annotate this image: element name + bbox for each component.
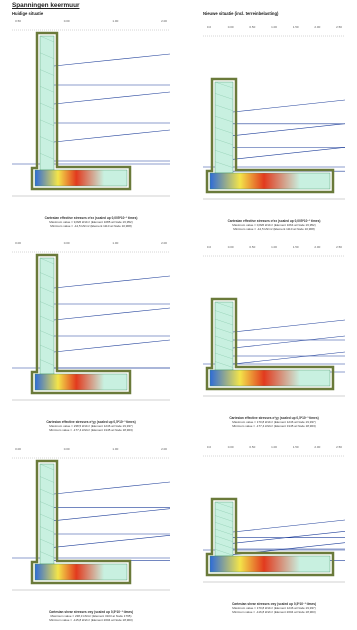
axis-tick-label: 1.50 bbox=[292, 445, 299, 449]
plot-caption: Cartesian effective stresses σ'yy (scale… bbox=[203, 416, 345, 428]
plot-caption: Cartesian effective stresses σ'xx (scale… bbox=[203, 219, 345, 231]
right-column-heading: Nieuwe situatie (incl. terreinbelasting) bbox=[203, 11, 279, 16]
axis-ticks: 0.0 0.00 0.50 1.00 1.50 2.00 2.50 bbox=[203, 445, 345, 452]
axis-ticks: 0.00 0.00 1.00 2.00 bbox=[12, 447, 170, 454]
axis-tick-label: 0.00 bbox=[15, 447, 21, 451]
stress-plot bbox=[203, 455, 345, 583]
plot-caption: Cartesian effective stresses σ'xx (scale… bbox=[12, 216, 170, 228]
caption-max: Maximum value = 238,3 kN/m² (Element 310… bbox=[50, 614, 132, 618]
axis-tick-label: 2.00 bbox=[161, 241, 167, 245]
stress-plot bbox=[12, 251, 170, 401]
caption-max: Maximum value = 170,8 kN/m² (Element 124… bbox=[232, 420, 316, 424]
axis-tick-label: 2.50 bbox=[336, 445, 342, 449]
axis-tick-label: 0.00 bbox=[227, 25, 234, 29]
stress-plot bbox=[12, 457, 170, 591]
axis-tick-label: 1.00 bbox=[112, 19, 119, 23]
axis-ticks: 0.0 0.00 0.50 1.00 1.50 2.00 2.50 bbox=[203, 25, 345, 32]
caption-title: Cartesian shear stresses σxy (scaled up … bbox=[48, 610, 134, 614]
plot-caption: Cartesian shear stresses σxy (scaled up … bbox=[12, 610, 170, 622]
stress-plot bbox=[12, 29, 170, 197]
caption-max: Maximum value = 238,5 kN/m² (Element 124… bbox=[49, 424, 133, 428]
stress-plot bbox=[203, 255, 345, 397]
caption-title: Cartesian shear stresses σxy (scaled up … bbox=[231, 602, 317, 606]
axis-tick-label: 0.50 bbox=[249, 245, 256, 249]
caption-min: Minimum value = -177,4 kN/m² (Element 31… bbox=[232, 424, 316, 428]
axis-tick-label: 0.00 bbox=[227, 445, 234, 449]
axis-tick-label: 1.50 bbox=[292, 25, 299, 29]
axis-tick-label: 1.00 bbox=[271, 25, 277, 29]
plot-caption: Cartesian effective stresses σ'yy (scale… bbox=[12, 420, 170, 432]
axis-tick-label: 0.50 bbox=[249, 25, 256, 29]
axis-tick-label: 2.00 bbox=[161, 447, 167, 451]
axis-tick-label: 0.0 bbox=[206, 25, 212, 29]
caption-min: Minimum value = -116,8 kN/m² (Element 20… bbox=[232, 610, 316, 614]
axis-ticks: 0.00 0.00 1.00 2.00 bbox=[12, 241, 170, 248]
caption-max: Maximum value = 9,826 kN/m² (Element 108… bbox=[49, 220, 133, 224]
axis-tick-label: 1.00 bbox=[271, 445, 277, 449]
caption-title: Cartesian effective stresses σ'xx (scale… bbox=[227, 219, 321, 223]
stress-plot-panel: 0.0 0.00 0.50 1.00 1.50 2.00 2.50 Cartesian ef… bbox=[203, 244, 345, 434]
axis-tick-label: 0.00 bbox=[15, 241, 21, 245]
stress-plot-panel: 0.00 0.00 1.00 2.00 Cartesian effective str… bbox=[12, 240, 170, 436]
axis-tick-label: 1.00 bbox=[112, 447, 119, 451]
caption-title: Cartesian effective stresses σ'yy (scale… bbox=[229, 416, 319, 420]
caption-min: Minimum value = -115,8 kN/m² (Element 20… bbox=[49, 618, 133, 622]
axis-tick-label: 0.0 bbox=[206, 445, 212, 449]
caption-min: Minimum value = -177,4 kN/m² (Element 31… bbox=[49, 428, 133, 432]
left-column-heading: Huidige situatie bbox=[12, 11, 44, 16]
stress-plot-panel: 0.0 0.00 0.50 1.00 1.50 2.00 2.50 Cartesian ef… bbox=[203, 24, 345, 237]
caption-max: Maximum value = 0,826 kN/m² (Element 106… bbox=[232, 223, 316, 227]
axis-tick-label: 2.50 bbox=[336, 245, 342, 249]
axis-tick-label: 0.50 bbox=[249, 445, 256, 449]
caption-max: Maximum value = 170,8 kN/m² (Element 124… bbox=[232, 606, 316, 610]
axis-tick-label: 2.50 bbox=[336, 25, 342, 29]
axis-tick-label: 2.00 bbox=[314, 245, 321, 249]
page-title: Spanningen keermuur bbox=[12, 2, 80, 9]
axis-tick-label: 0.00 bbox=[63, 447, 70, 451]
caption-title: Cartesian effective stresses σ'yy (scale… bbox=[46, 420, 136, 424]
axis-tick-label: 0.00 bbox=[63, 241, 70, 245]
stress-plot-panel: 0.0 0.00 0.50 1.00 1.50 2.00 2.50 Cartesian sh… bbox=[203, 444, 345, 620]
caption-min: Minimum value = -12,5 kN/m² (Element 111… bbox=[233, 227, 315, 231]
axis-ticks: 0.50 0.00 1.00 2.00 bbox=[12, 19, 170, 26]
axis-tick-label: 2.00 bbox=[161, 19, 167, 23]
axis-tick-label: 0.50 bbox=[15, 19, 21, 23]
axis-tick-label: 1.50 bbox=[292, 245, 299, 249]
stress-plot-panel: 0.00 0.00 1.00 2.00 Cartesian shear stresse… bbox=[12, 446, 170, 626]
axis-tick-label: 0.00 bbox=[227, 245, 234, 249]
axis-tick-label: 2.00 bbox=[314, 445, 321, 449]
axis-tick-label: 0.00 bbox=[63, 19, 70, 23]
axis-ticks: 0.0 0.00 0.50 1.00 1.50 2.00 2.50 bbox=[203, 245, 345, 252]
caption-min: Minimum value = -12,5 kN/m² (Element 111… bbox=[50, 224, 132, 228]
stress-plot-panel: 0.50 0.00 1.00 2.00 Cartesian effective str… bbox=[12, 18, 170, 232]
axis-tick-label: 1.00 bbox=[112, 241, 119, 245]
caption-title: Cartesian effective stresses σ'xx (scale… bbox=[44, 216, 138, 220]
axis-tick-label: 0.0 bbox=[206, 245, 212, 249]
plot-caption: Cartesian shear stresses σxy (scaled up … bbox=[203, 602, 345, 614]
axis-tick-label: 2.00 bbox=[314, 25, 321, 29]
axis-tick-label: 1.00 bbox=[271, 245, 277, 249]
stress-plot bbox=[203, 35, 345, 200]
